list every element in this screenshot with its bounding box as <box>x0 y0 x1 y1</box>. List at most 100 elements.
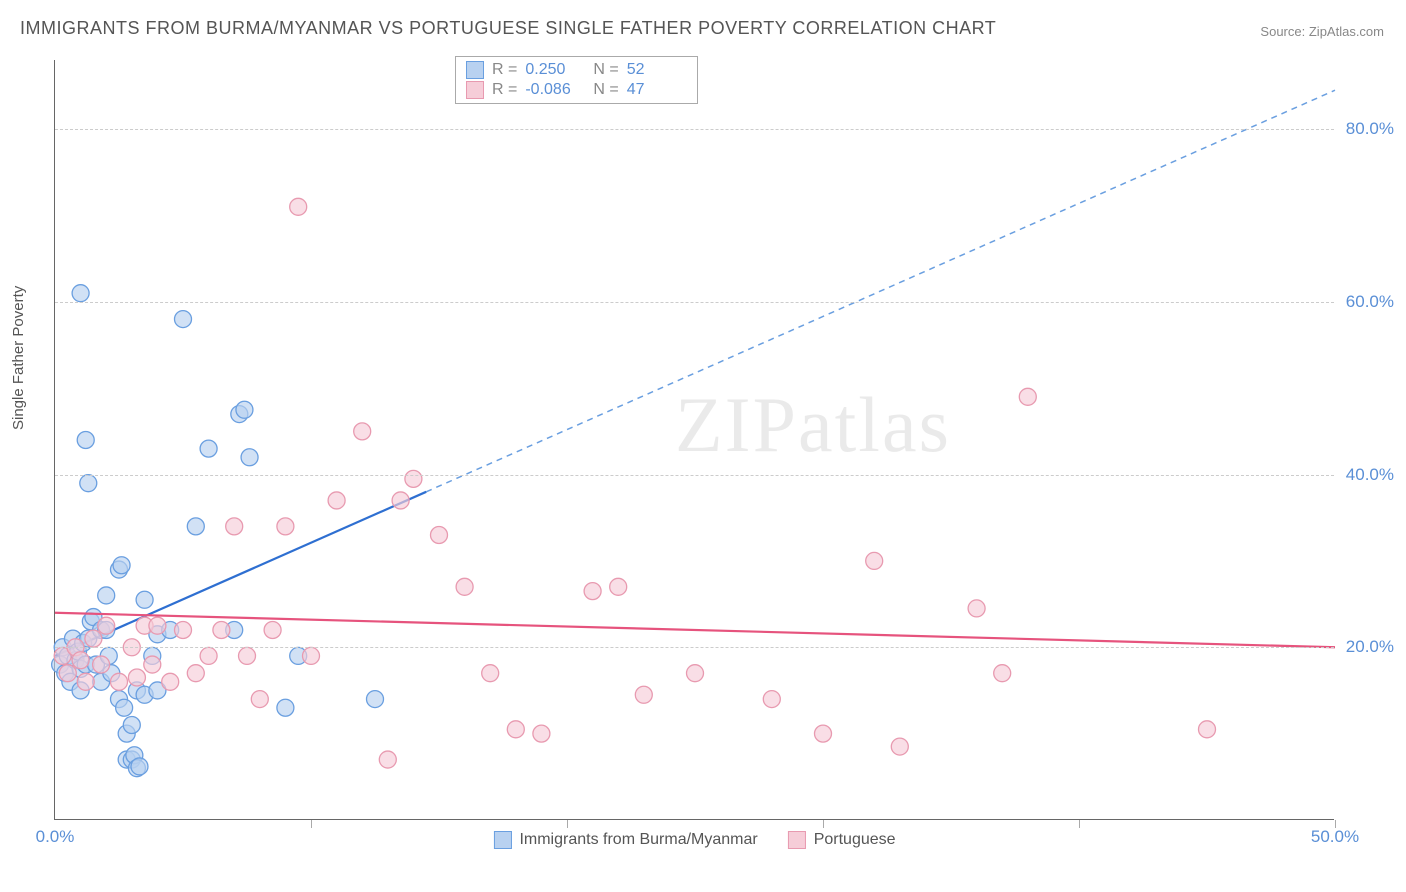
data-point <box>367 691 384 708</box>
data-point <box>200 647 217 664</box>
data-point <box>277 518 294 535</box>
source-attribution: Source: ZipAtlas.com <box>1260 24 1384 39</box>
data-point <box>213 622 230 639</box>
data-point <box>354 423 371 440</box>
grid-line-v <box>567 820 568 828</box>
legend-swatch <box>466 81 484 99</box>
data-point <box>131 758 148 775</box>
stat-n-value: 52 <box>627 61 687 79</box>
data-point <box>1019 388 1036 405</box>
x-tick-label: 50.0% <box>1311 827 1359 847</box>
data-point <box>72 285 89 302</box>
data-point <box>392 492 409 509</box>
data-point <box>303 647 320 664</box>
data-point <box>635 686 652 703</box>
data-point <box>128 669 145 686</box>
legend-stats: R = 0.250 N = 52 R = -0.086 N = 47 <box>455 56 698 104</box>
legend-label: Immigrants from Burma/Myanmar <box>519 831 757 849</box>
plot-area: ZIPatlas R =0.250N =52R =-0.086N =47 Imm… <box>54 60 1334 820</box>
data-point <box>80 475 97 492</box>
legend-stats-row: R = -0.086 N = 47 <box>466 80 687 100</box>
data-point <box>533 725 550 742</box>
data-point <box>187 518 204 535</box>
source-prefix: Source: <box>1260 24 1305 39</box>
data-point <box>72 652 89 669</box>
legend-item: Immigrants from Burma/Myanmar <box>493 831 757 849</box>
data-point <box>175 311 192 328</box>
data-point <box>239 647 256 664</box>
y-tick-label: 20.0% <box>1346 637 1394 657</box>
data-point <box>687 665 704 682</box>
stat-n-label: N = <box>593 61 618 79</box>
grid-line-v <box>1079 820 1080 828</box>
data-point <box>77 432 94 449</box>
data-point <box>162 673 179 690</box>
stat-r-label: R = <box>492 61 517 79</box>
data-point <box>482 665 499 682</box>
data-point <box>187 665 204 682</box>
stat-n-label: N = <box>593 81 618 99</box>
data-point <box>236 401 253 418</box>
data-point <box>891 738 908 755</box>
data-point <box>93 656 110 673</box>
data-point <box>507 721 524 738</box>
data-point <box>763 691 780 708</box>
data-point <box>584 583 601 600</box>
legend-swatch <box>493 831 511 849</box>
data-point <box>431 527 448 544</box>
grid-line-h <box>55 475 1334 476</box>
data-point <box>149 617 166 634</box>
y-tick-label: 40.0% <box>1346 465 1394 485</box>
grid-line-v <box>823 820 824 828</box>
data-point <box>144 656 161 673</box>
source-name: ZipAtlas.com <box>1309 24 1384 39</box>
data-point <box>994 665 1011 682</box>
data-point <box>111 673 128 690</box>
data-point <box>379 751 396 768</box>
chart-title: IMMIGRANTS FROM BURMA/MYANMAR VS PORTUGU… <box>20 18 996 39</box>
grid-line-v <box>311 820 312 828</box>
stat-r-label: R = <box>492 81 517 99</box>
data-point <box>241 449 258 466</box>
data-point <box>290 198 307 215</box>
legend-stats-row: R = 0.250 N = 52 <box>466 60 687 80</box>
data-point <box>610 578 627 595</box>
data-point <box>59 665 76 682</box>
data-point <box>175 622 192 639</box>
legend-swatch <box>788 831 806 849</box>
data-point <box>815 725 832 742</box>
data-point <box>77 673 94 690</box>
data-point <box>328 492 345 509</box>
legend-swatch <box>466 61 484 79</box>
data-point <box>866 552 883 569</box>
chart-svg <box>55 60 1334 819</box>
data-point <box>226 518 243 535</box>
data-point <box>1199 721 1216 738</box>
data-point <box>98 587 115 604</box>
data-point <box>251 691 268 708</box>
data-point <box>85 630 102 647</box>
grid-line-h <box>55 647 1334 648</box>
stat-n-value: 47 <box>627 81 687 99</box>
data-point <box>968 600 985 617</box>
stat-r-value: 0.250 <box>525 61 585 79</box>
stat-r-value: -0.086 <box>525 81 585 99</box>
data-point <box>456 578 473 595</box>
grid-line-h <box>55 129 1334 130</box>
y-axis-label: Single Father Poverty <box>10 286 27 430</box>
y-tick-label: 60.0% <box>1346 292 1394 312</box>
data-point <box>136 591 153 608</box>
legend-label: Portuguese <box>814 831 896 849</box>
legend-bottom: Immigrants from Burma/Myanmar Portuguese <box>493 831 895 849</box>
data-point <box>116 699 133 716</box>
data-point <box>200 440 217 457</box>
regression-line <box>55 613 1335 648</box>
regression-line-dashed <box>426 90 1335 492</box>
grid-line-h <box>55 302 1334 303</box>
data-point <box>98 617 115 634</box>
data-point <box>113 557 130 574</box>
data-point <box>123 717 140 734</box>
data-point <box>405 470 422 487</box>
data-point <box>264 622 281 639</box>
x-tick-label: 0.0% <box>36 827 75 847</box>
